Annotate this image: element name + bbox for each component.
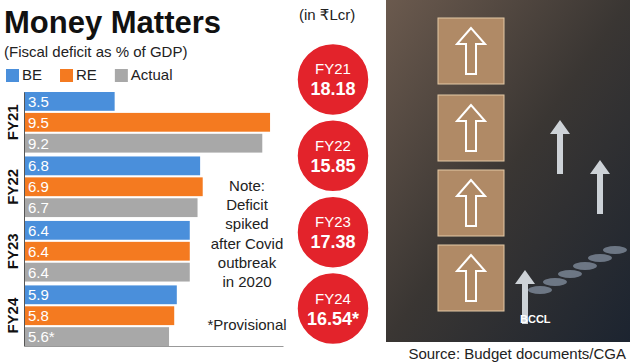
y-tick-label: FY24: [4, 297, 21, 334]
y-tick-label: FY21: [4, 104, 21, 140]
legend-label: Actual: [131, 66, 173, 83]
photo-coins: [603, 246, 627, 254]
data-label: 5.8: [28, 307, 49, 324]
photo-arrow: [590, 160, 610, 214]
y-tick: FY24: [4, 297, 21, 334]
y-axis-line: [24, 93, 25, 347]
badge-category: FY22: [315, 137, 351, 154]
badge-value: 16.54*: [307, 309, 359, 329]
badges: [297, 43, 369, 344]
photo-coins: [588, 254, 612, 262]
photo-coins: [528, 286, 552, 294]
data-label: 9.5: [28, 114, 49, 131]
bar: [24, 92, 115, 111]
data-label: 3.5: [28, 93, 49, 110]
bar: [24, 198, 198, 217]
legend-swatch: [60, 69, 73, 82]
x-axis: [25, 346, 284, 347]
photo-arrow: [457, 105, 485, 151]
x-axis-line: [25, 346, 284, 347]
photo-coins: [573, 262, 597, 270]
y-tick: FY21: [4, 104, 21, 140]
photo-arrow: [457, 255, 485, 301]
bar: [24, 177, 203, 196]
photo-arrow: [457, 28, 485, 74]
data-label: 9.2: [28, 135, 49, 152]
badge-value: 17.38: [310, 232, 355, 252]
badge-category: FY24: [315, 290, 351, 307]
annotation: Note:: [229, 177, 265, 194]
legend-label: RE: [76, 66, 97, 83]
annotation: spiked: [225, 215, 268, 232]
annotation: after Covid: [211, 235, 284, 252]
badge-category: FY23: [315, 213, 351, 230]
badge: [297, 120, 369, 192]
badge: [297, 43, 369, 115]
badge-value: 15.85: [310, 156, 355, 176]
photo-arrow: [457, 180, 485, 226]
photo-coins: [543, 278, 567, 286]
badge-chart: (in ₹Lcr) FY21 18.18 FY22 15.85 FY23 17.38 FY24…: [297, 6, 551, 345]
data-label: 5.6*: [28, 328, 55, 345]
bar-chart: Money Matters (Fiscal deficit as % of GDP…: [4, 5, 626, 362]
chart-title: Money Matters: [4, 5, 221, 40]
badge: [297, 196, 369, 268]
y-tick: FY22: [4, 169, 21, 205]
data-label: 6.7: [28, 199, 49, 216]
photo-background: [386, 0, 630, 342]
badge-labels: FY21 18.18 FY22 15.85 FY23 17.38 FY24 16.54*: [307, 60, 359, 328]
photo-block: [438, 245, 504, 311]
annotation: Deficit: [226, 196, 269, 213]
annotation: outbreak: [218, 254, 277, 271]
photo-coins: [558, 270, 582, 278]
photo-block: [438, 170, 504, 236]
y-tick: FY23: [4, 233, 21, 269]
legend-item: RE: [60, 66, 97, 83]
bar: [24, 327, 169, 346]
bar: [24, 306, 174, 325]
bar: [24, 285, 177, 304]
data-label: 6.4: [28, 264, 49, 281]
bar: [24, 242, 190, 261]
source: Source: Budget documents/CGA: [408, 345, 626, 362]
chart-canvas: Money Matters (Fiscal deficit as % of GDP…: [0, 0, 630, 364]
badge-category: FY21: [315, 60, 351, 77]
annotation: in 2020: [222, 273, 271, 290]
photo-credit: BCCL: [520, 313, 551, 325]
annotation: *Provisional: [207, 316, 286, 333]
bar: [24, 113, 270, 132]
bars: [24, 92, 270, 346]
photo-block: [438, 18, 504, 84]
bar: [24, 134, 262, 153]
photo: [386, 0, 630, 342]
data-label: 6.8: [28, 157, 49, 174]
data-label: 6.4: [28, 222, 49, 239]
note: Note: Deficit spiked after Covid outbreak in …: [207, 177, 286, 333]
y-tick-label: FY23: [4, 233, 21, 269]
bar: [24, 263, 190, 282]
photo-arrow: [550, 120, 570, 174]
badge-subtitle: (in ₹Lcr): [299, 6, 355, 23]
data-label: 5.9: [28, 286, 49, 303]
legend-label: BE: [22, 66, 42, 83]
data-label: 6.9: [28, 178, 49, 195]
legend-item: BE: [6, 66, 42, 83]
badge-value: 18.18: [310, 79, 355, 99]
bar: [24, 156, 200, 175]
legend: BE RE Actual: [6, 66, 173, 83]
legend-swatch: [115, 69, 128, 82]
chart-subtitle: (Fiscal deficit as % of GDP): [4, 43, 187, 60]
data-labels: 3.5 6.8 6.4 5.9 9.5 6.9 6.4 5.8 9.2 6.7 6.4 5.6*: [28, 93, 55, 345]
legend-item: Actual: [115, 66, 173, 83]
photo-block: [438, 95, 504, 161]
y-tick-label: FY22: [4, 169, 21, 205]
bar: [24, 221, 190, 240]
legend-swatch: [6, 69, 19, 82]
badge: [297, 273, 369, 345]
y-axis: FY21 FY22 FY23 FY24: [4, 93, 25, 347]
data-label: 6.4: [28, 243, 49, 260]
